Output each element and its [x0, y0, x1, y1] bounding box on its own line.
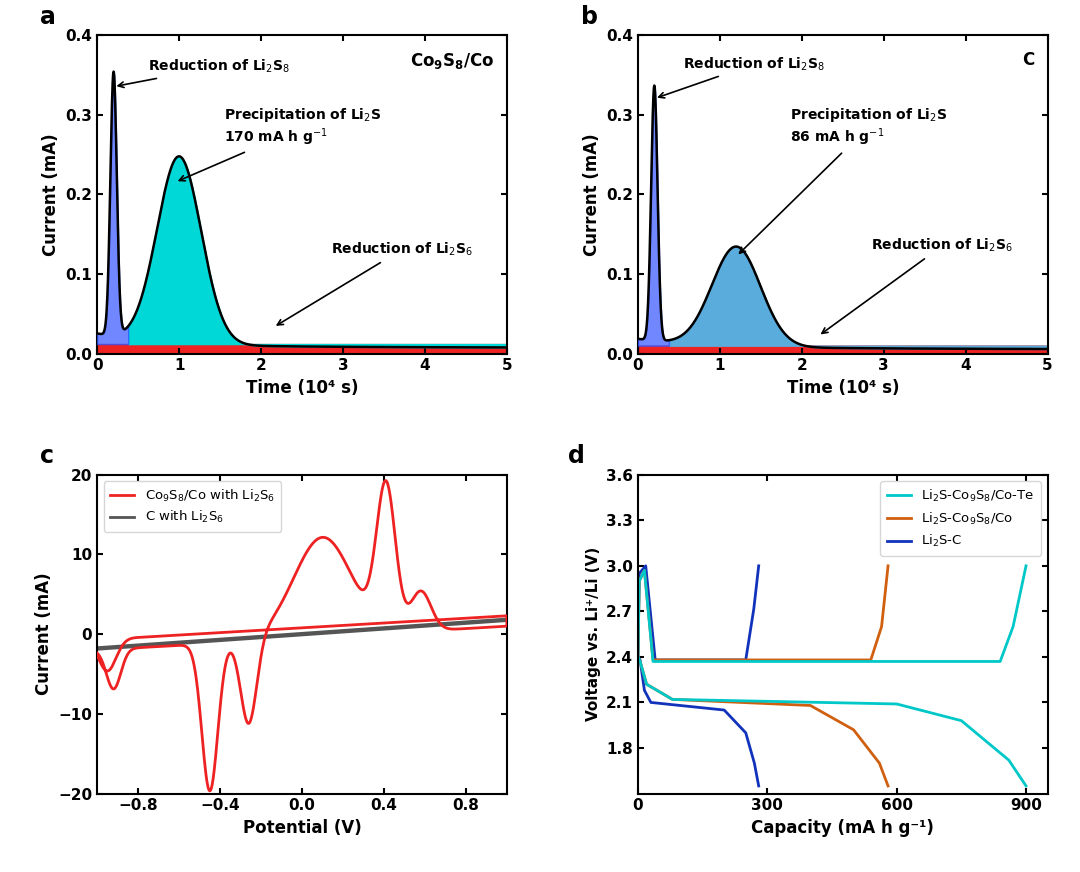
Y-axis label: Voltage vs. Li⁺/Li (V): Voltage vs. Li⁺/Li (V)	[585, 547, 600, 721]
X-axis label: Time (10⁴ s): Time (10⁴ s)	[786, 379, 899, 397]
Text: Reduction of Li$_2$S$_6$: Reduction of Li$_2$S$_6$	[822, 237, 1013, 333]
Text: c: c	[40, 445, 54, 468]
Text: $\mathbf{C}$: $\mathbf{C}$	[1022, 51, 1036, 69]
X-axis label: Time (10⁴ s): Time (10⁴ s)	[246, 379, 359, 397]
Text: $\mathbf{Co_9S_8/Co}$: $\mathbf{Co_9S_8/Co}$	[410, 51, 495, 71]
X-axis label: Capacity (mA h g⁻¹): Capacity (mA h g⁻¹)	[752, 819, 934, 837]
Y-axis label: Current (mA): Current (mA)	[582, 133, 600, 255]
Y-axis label: Current (mA): Current (mA)	[35, 573, 53, 696]
Text: Reduction of Li$_2$S$_6$: Reduction of Li$_2$S$_6$	[278, 241, 473, 325]
Text: Reduction of Li$_2$S$_8$: Reduction of Li$_2$S$_8$	[118, 58, 291, 87]
Text: b: b	[581, 4, 597, 29]
X-axis label: Potential (V): Potential (V)	[243, 819, 362, 837]
Legend: Li$_2$S-Co$_9$S$_8$/Co-Te, Li$_2$S-Co$_9$S$_8$/Co, Li$_2$S-C: Li$_2$S-Co$_9$S$_8$/Co-Te, Li$_2$S-Co$_9…	[880, 481, 1041, 556]
Text: d: d	[568, 445, 585, 468]
Legend: Co$_9$S$_8$/Co with Li$_2$S$_6$, C with Li$_2$S$_6$: Co$_9$S$_8$/Co with Li$_2$S$_6$, C with …	[104, 481, 282, 532]
Text: Precipitation of Li$_2$S
86 mA h g$^{-1}$: Precipitation of Li$_2$S 86 mA h g$^{-1}…	[740, 106, 947, 253]
Text: Reduction of Li$_2$S$_8$: Reduction of Li$_2$S$_8$	[659, 55, 825, 98]
Y-axis label: Current (mA): Current (mA)	[42, 133, 59, 255]
Text: Precipitation of Li$_2$S
170 mA h g$^{-1}$: Precipitation of Li$_2$S 170 mA h g$^{-1…	[179, 106, 381, 181]
Text: a: a	[40, 4, 56, 29]
